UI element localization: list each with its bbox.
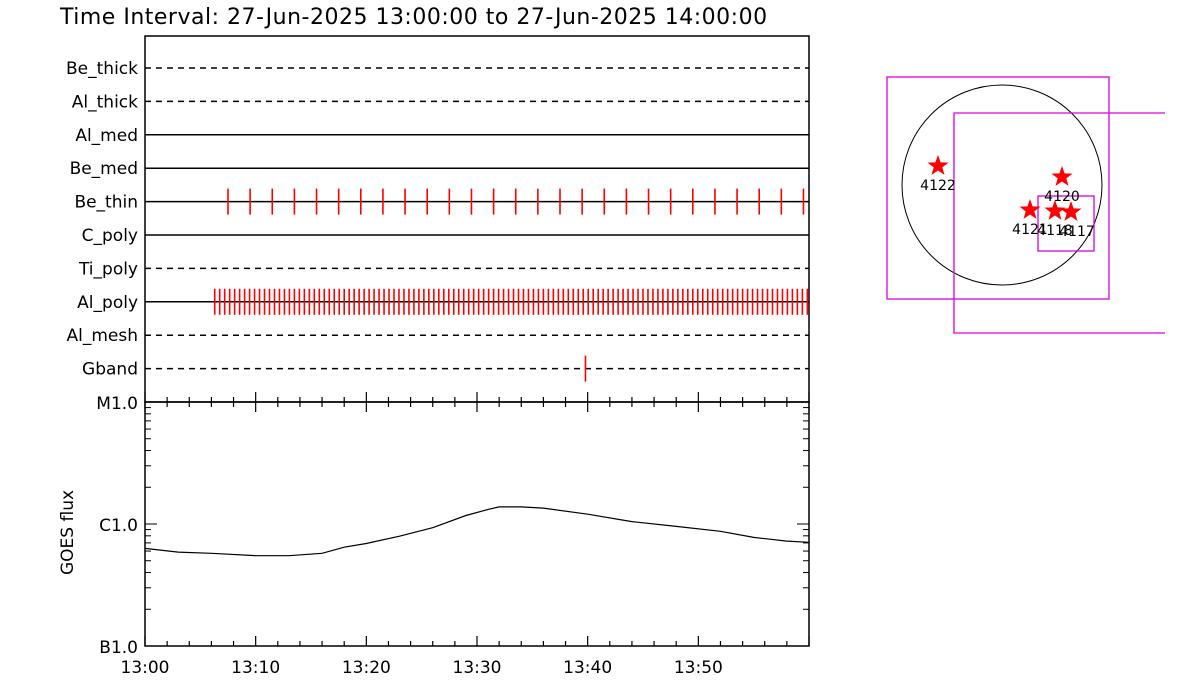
filter-label-al_mesh: Al_mesh — [66, 326, 138, 346]
y-tick-label: C1.0 — [99, 516, 138, 536]
filter-label-ti_poly: Ti_poly — [78, 259, 138, 279]
goes-flux-panel: M1.0 C1.0 B1.013:00 13:10 13:20 13:30 13:40 13:… — [96, 392, 810, 678]
filter-timeline: Be_thick Al_thick Al_med Be_med Be_thin C_pol… — [66, 59, 809, 382]
region-star-4121 — [1019, 199, 1041, 219]
goes-flux-curve — [144, 506, 810, 557]
x-tick-label: 13:20 — [342, 658, 391, 678]
time-interval-title: Time Interval: 27-Jun-2025 13:00:00 to 2… — [59, 5, 768, 30]
filter-timeline-frame — [144, 35, 810, 403]
x-tick-label: 13:30 — [453, 658, 502, 678]
region-label-4121: 4121 — [1012, 222, 1048, 238]
filter-label-be_thin: Be_thin — [74, 193, 138, 213]
y-tick-label: B1.0 — [99, 638, 138, 658]
x-tick-label: 13:10 — [231, 658, 280, 678]
filter-label-al_thick: Al_thick — [72, 92, 138, 112]
y-axis-label: GOES flux — [58, 490, 78, 575]
filter-label-al_med: Al_med — [75, 126, 138, 146]
fov-box-small — [1037, 195, 1095, 252]
solar-disk — [901, 84, 1103, 286]
filter-label-be_thick: Be_thick — [66, 59, 138, 79]
y-tick-label: M1.0 — [96, 394, 138, 414]
filter-label-be_med: Be_med — [70, 159, 138, 179]
region-label-4120: 4120 — [1044, 189, 1080, 205]
region-label-4118: 4118 — [1037, 223, 1073, 239]
region-star-4117 — [1060, 201, 1082, 221]
x-tick-label: 13:40 — [563, 658, 612, 678]
fov-box-outer — [886, 76, 1110, 300]
region-label-4122: 4122 — [920, 178, 956, 194]
fov-box-large — [953, 112, 1165, 334]
filter-label-al_poly: Al_poly — [77, 293, 138, 313]
region-star-4122 — [927, 155, 949, 175]
region-star-4120 — [1051, 166, 1073, 186]
x-tick-label: 13:50 — [674, 658, 723, 678]
goes-panel-frame — [144, 401, 810, 647]
region-star-4118 — [1044, 200, 1066, 220]
filter-label-c_poly: C_poly — [82, 226, 138, 246]
region-label-4117: 4117 — [1059, 224, 1095, 240]
filter-label-gband: Gband — [82, 360, 138, 380]
x-tick-label: 13:00 — [121, 658, 170, 678]
